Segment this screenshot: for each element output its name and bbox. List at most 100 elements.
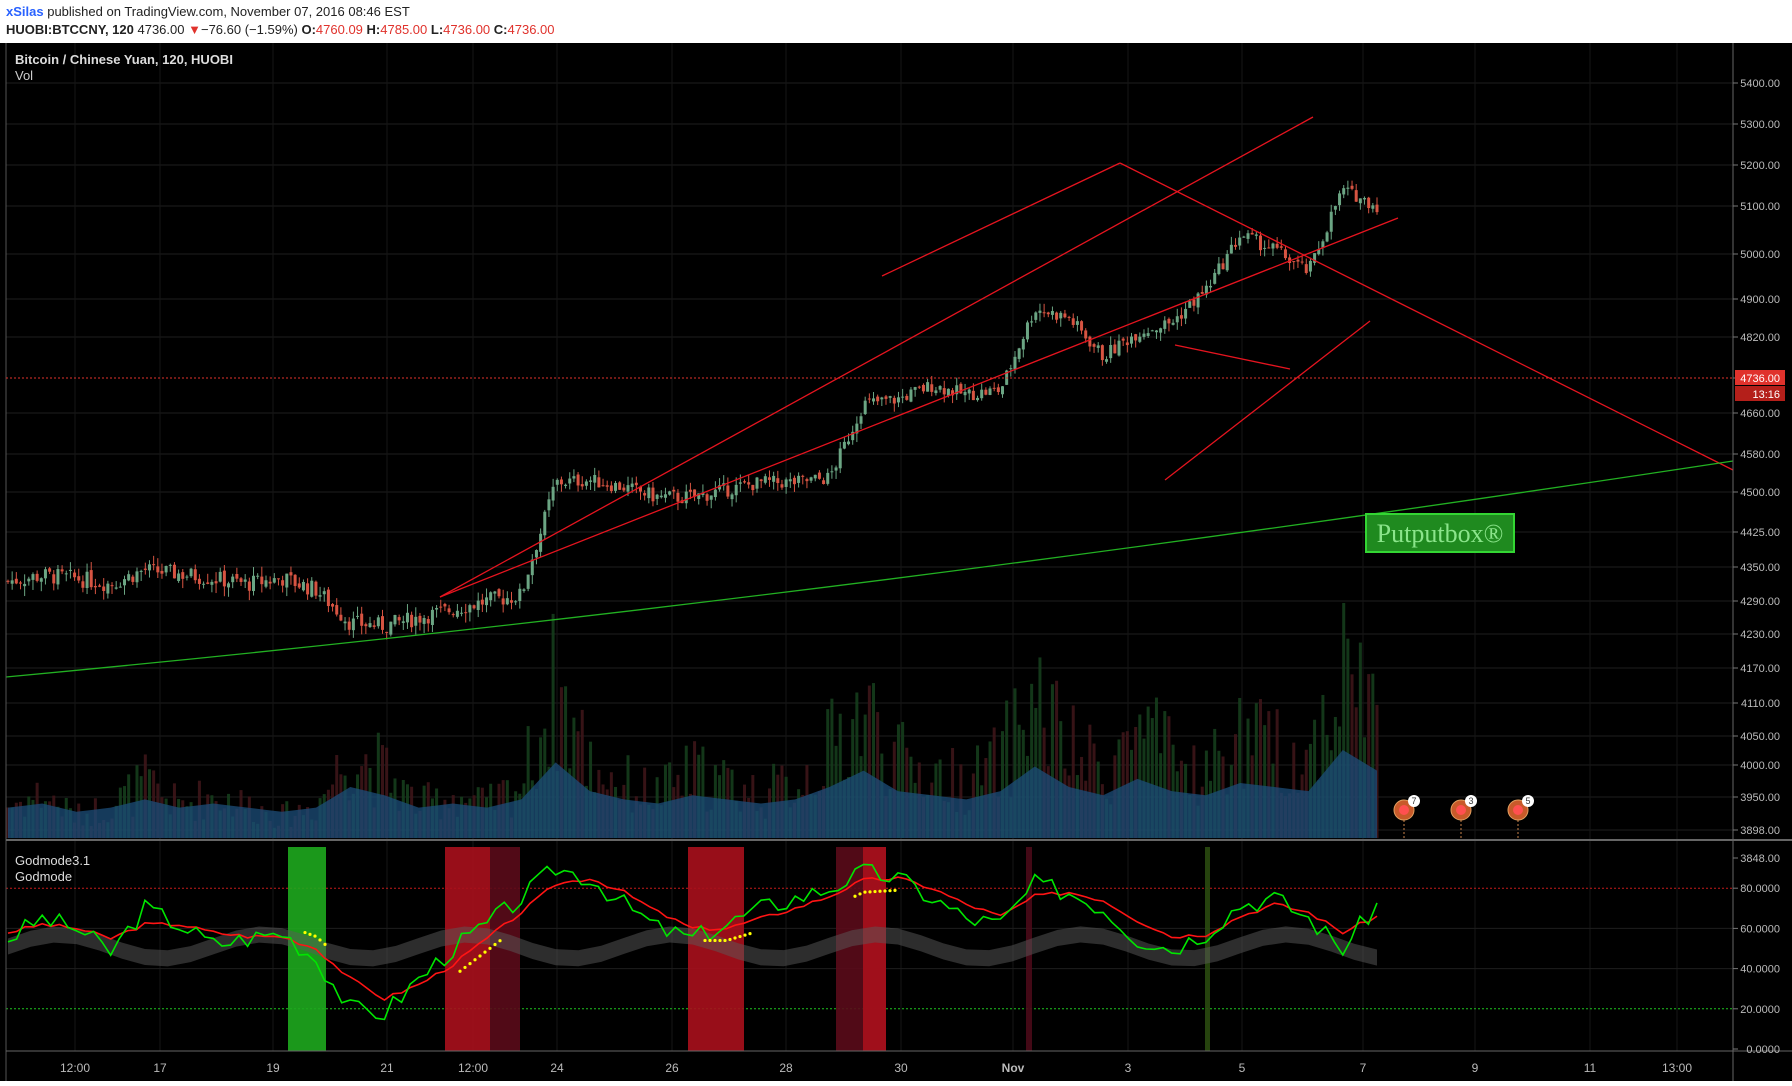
candle-body: [618, 482, 622, 490]
volume-bar: [1150, 718, 1154, 838]
candle-body: [1030, 321, 1034, 323]
triangle-support-line[interactable]: [1164, 320, 1371, 481]
time-tick-label: 28: [779, 1061, 793, 1075]
osc-signal-dot: [468, 962, 472, 966]
chart-svg[interactable]: Putputbox® 5400.005300.005200.005100.005…: [0, 43, 1792, 1081]
long-term-support-line[interactable]: [5, 460, 1734, 678]
candle-body: [1321, 241, 1325, 248]
candle-body: [1350, 185, 1354, 189]
candle-body: [1209, 285, 1213, 288]
candle-body: [210, 581, 214, 585]
author-link[interactable]: xSilas: [6, 4, 44, 19]
volume-bar: [564, 686, 568, 838]
candle-body: [1333, 206, 1337, 210]
candle-body: [772, 475, 776, 482]
osc-main-line: [7, 863, 1378, 1021]
upper-channel-top-line[interactable]: [881, 162, 1121, 277]
candle-body: [888, 396, 892, 398]
candle-body: [622, 487, 626, 491]
volume-bar: [1171, 744, 1175, 838]
candle-body: [1046, 312, 1050, 315]
candle-body: [1338, 193, 1342, 206]
candle-body: [647, 487, 651, 499]
volume-bar: [1246, 718, 1250, 838]
volume-bar: [551, 613, 555, 838]
osc-tick-label: 40.0000: [1740, 964, 1780, 976]
candle-body: [335, 605, 339, 615]
candle-body: [1313, 253, 1317, 263]
osc-signal-dot: [478, 954, 482, 958]
candle-body: [980, 389, 984, 399]
candle-body: [1367, 197, 1371, 209]
volume-bar: [896, 724, 900, 838]
watermark-text: Putputbox®: [1377, 519, 1504, 548]
candle-body: [1354, 190, 1358, 202]
volume-bar: [1238, 697, 1242, 838]
change-value: −76.60 (−1.59%): [200, 22, 298, 37]
candle-body: [56, 569, 60, 585]
candle-body: [830, 471, 834, 473]
candle-body: [310, 580, 314, 597]
candle-body: [1159, 328, 1163, 333]
candle-body: [1063, 313, 1067, 318]
candle-body: [206, 582, 210, 584]
lower-channel-line[interactable]: [439, 217, 1399, 598]
candle-body: [518, 588, 522, 602]
candle-body: [767, 477, 771, 480]
volume-bar: [838, 713, 842, 838]
upper-channel-line[interactable]: [439, 116, 1314, 598]
candle-body: [576, 474, 580, 486]
current-price-value: 4736.00: [1740, 373, 1780, 385]
volume-bar: [385, 747, 389, 838]
volume-bar: [872, 683, 876, 838]
volume-bar: [1167, 716, 1171, 838]
candle-body: [792, 477, 796, 485]
candle-body: [123, 579, 127, 586]
candle-body: [934, 390, 938, 394]
candle-body: [227, 583, 231, 588]
candle-body: [776, 478, 780, 484]
candle-body: [272, 578, 276, 583]
candle-body: [214, 581, 218, 584]
candle-body: [35, 573, 39, 581]
candle-body: [543, 511, 547, 536]
time-tick-label: 19: [266, 1061, 280, 1075]
osc-tick-label: 60.0000: [1740, 923, 1780, 935]
candle-body: [1125, 342, 1129, 346]
candle-body: [501, 598, 505, 605]
high-value: 4785.00: [380, 22, 428, 37]
candle-body: [177, 573, 181, 581]
candle-body: [759, 479, 763, 482]
volume-bar: [901, 721, 905, 838]
candle-body: [1154, 330, 1158, 333]
volume-indicator-label[interactable]: Vol: [15, 68, 33, 83]
price-tick-label: 4170.00: [1740, 663, 1780, 675]
osc-signal-dot: [713, 938, 717, 943]
candle-body: [663, 494, 667, 498]
volume-bar: [1263, 725, 1267, 838]
candle-body: [1375, 204, 1379, 213]
volume-bar: [855, 692, 859, 838]
candle-body: [464, 612, 468, 614]
candle-body: [285, 573, 289, 588]
volume-bar: [143, 754, 147, 838]
candle-body: [264, 580, 268, 587]
time-tick-label: 21: [380, 1061, 394, 1075]
candle-body: [926, 382, 930, 392]
candle-body: [1075, 321, 1079, 325]
candle-body: [172, 564, 176, 579]
candle-body: [6, 580, 10, 582]
candle-body: [901, 396, 905, 398]
close-label: C:: [493, 22, 508, 37]
candle-body: [202, 583, 206, 585]
chart-area[interactable]: Putputbox® 5400.00 5300.00 5200.00 5100.00 5…: [0, 43, 1792, 1081]
candle-body: [905, 395, 909, 400]
descending-resistance-line[interactable]: [1119, 162, 1734, 471]
event-count: 5: [1525, 796, 1530, 806]
volume-bar: [1204, 750, 1208, 838]
osc-signal-dot: [318, 938, 322, 942]
candle-body: [1342, 188, 1346, 195]
candle-body: [1009, 368, 1013, 370]
triangle-top-line[interactable]: [1174, 344, 1291, 370]
candle-body: [1096, 345, 1100, 348]
